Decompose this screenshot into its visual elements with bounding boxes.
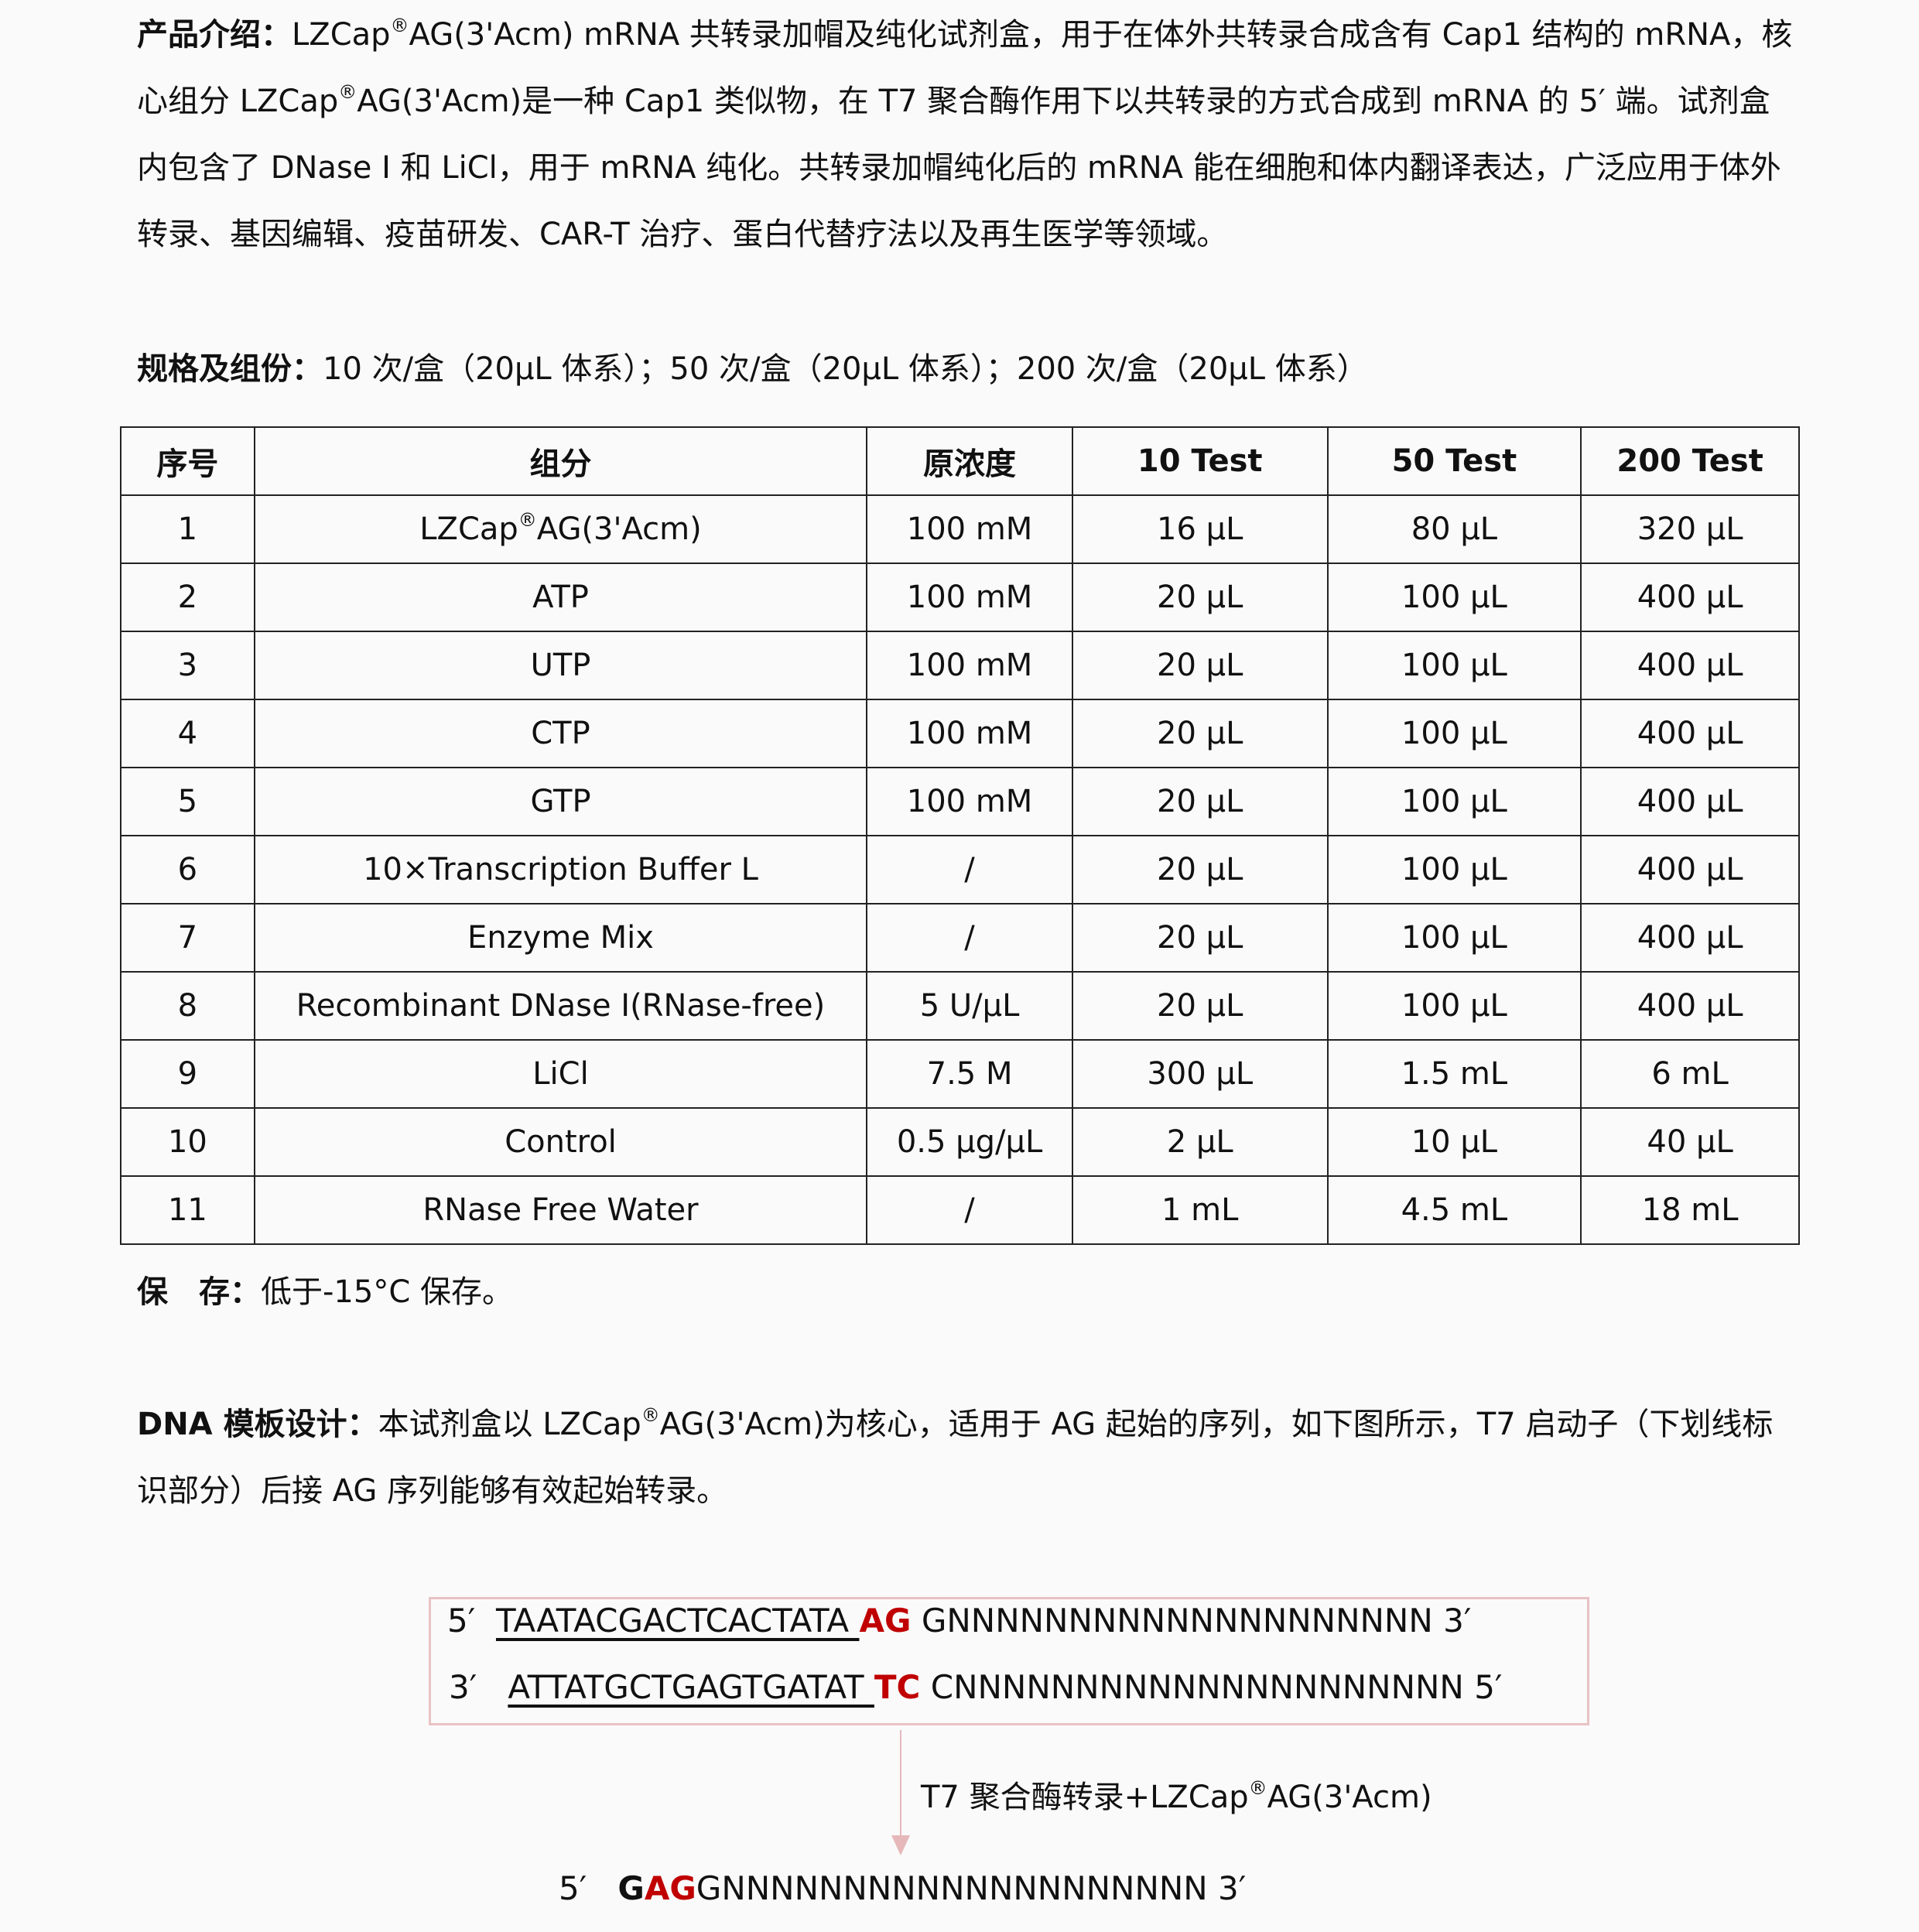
table-cell: 7: [120, 903, 255, 973]
table-cell: /: [866, 1175, 1073, 1245]
table-cell: 320 μL: [1580, 494, 1800, 564]
table-row: 8 Recombinant DNase I(RNase-free) 5 U/μL 20…: [120, 971, 1800, 1041]
table-cell: 400 μL: [1580, 563, 1800, 632]
column-header: 50 Test: [1326, 426, 1582, 496]
table-cell: 100 μL: [1326, 631, 1582, 700]
arrow-down-icon: [891, 1835, 910, 1855]
table-cell: 6 mL: [1580, 1039, 1800, 1109]
table-cell: 20 μL: [1071, 835, 1329, 904]
intro-paragraph: 产品介绍：LZCap®AG(3'Acm) mRNA 共转录加帽及纯化试剂盒，用于…: [137, 15, 1793, 252]
dna-template-box: [429, 1597, 1589, 1725]
table-row: 2 ATP 100 mM 20 μL 100 μL 400 μL: [120, 563, 1800, 632]
components-table: 序号 组分 原浓度 10 Test 50 Test 200 Test 1 LZCap®AG(…: [120, 426, 1800, 1245]
table-cell: RNase Free Water: [253, 1175, 868, 1245]
table-cell: 100 μL: [1326, 699, 1582, 768]
column-header: 200 Test: [1580, 426, 1800, 496]
table-cell: 1 mL: [1071, 1175, 1329, 1245]
table-cell: 1: [120, 494, 255, 564]
table-cell: 20 μL: [1071, 767, 1329, 836]
table-cell: 100 μL: [1326, 767, 1582, 836]
spec-paragraph: 规格及组份：10 次/盒（20μL 体系）；50 次/盒（20μL 体系）；20…: [137, 351, 1368, 387]
table-cell: GTP: [253, 767, 868, 836]
table-cell: 3: [120, 631, 255, 700]
table-cell: 2: [120, 563, 255, 632]
table-cell: ATP: [253, 563, 868, 632]
table-cell: 8: [120, 971, 255, 1041]
table-cell: CTP: [253, 699, 868, 768]
arrow-shaft: [900, 1730, 901, 1838]
dna-design-paragraph: DNA 模板设计：本试剂盒以 LZCap®AG(3'Acm)为核心，适用于 AG…: [137, 1404, 1774, 1509]
table-cell: 100 μL: [1326, 971, 1582, 1041]
table-cell: 100 mM: [866, 767, 1073, 836]
intro-label: 产品介绍：: [137, 17, 292, 53]
table-cell: 10×Transcription Buffer L: [253, 835, 868, 904]
table-cell: 80 μL: [1326, 494, 1582, 564]
table-row: 11 RNase Free Water/1 mL 4.5 mL 18 mL: [120, 1175, 1800, 1245]
table-cell: Recombinant DNase I(RNase-free): [253, 971, 868, 1041]
table-cell: 10: [120, 1107, 255, 1177]
table-cell: UTP: [253, 631, 868, 700]
table-cell: 400 μL: [1580, 903, 1800, 973]
column-header: 原浓度: [866, 426, 1073, 496]
table-cell: 18 mL: [1580, 1175, 1800, 1245]
table-row: 3 UTP 100 mM 20 μL 100 μL 400 μL: [120, 631, 1800, 700]
table-cell: 9: [120, 1039, 255, 1109]
table-cell: 400 μL: [1580, 971, 1800, 1041]
table-cell: 100 mM: [866, 699, 1073, 768]
table-row: 6 10×Transcription Buffer L/20 μL 100 μL 40…: [120, 835, 1800, 904]
table-cell: 20 μL: [1071, 903, 1329, 973]
table-row: 4 CTP 100 mM 20 μL 100 μL 400 μL: [120, 699, 1800, 768]
column-header: 10 Test: [1071, 426, 1329, 496]
table-cell: /: [866, 835, 1073, 904]
table-cell: 400 μL: [1580, 767, 1800, 836]
table-cell: 4: [120, 699, 255, 768]
table-cell: 20 μL: [1071, 699, 1329, 768]
table-cell: Enzyme Mix: [253, 903, 868, 973]
table-cell: 100 μL: [1326, 563, 1582, 632]
table-cell: LiCl: [253, 1039, 868, 1109]
column-header: 组分: [253, 426, 868, 496]
table-cell: /: [866, 903, 1073, 973]
reaction-label: T7 聚合酶转录+LZCap®AG(3'Acm): [921, 1777, 1432, 1815]
table-cell: 4.5 mL: [1326, 1175, 1582, 1245]
table-cell: LZCap®AG(3'Acm): [253, 494, 868, 564]
table-cell: 0.5 μg/μL: [866, 1107, 1073, 1177]
table-cell: 400 μL: [1580, 699, 1800, 768]
table-row: 5 GTP 100 mM 20 μL 100 μL 400 μL: [120, 767, 1800, 836]
table-cell: 10 μL: [1326, 1107, 1582, 1177]
top-strand: 5′ TAATACGACTCACTATA AG GNNNNNNNNNNNNNNN…: [447, 1602, 1472, 1640]
product-strand: 5′ GAGGNNNNNNNNNNNNNNNNNNNN 3′: [559, 1869, 1247, 1907]
table-cell: 11: [120, 1175, 255, 1245]
table-cell: 5 U/μL: [866, 971, 1073, 1041]
table-cell: Control: [253, 1107, 868, 1177]
table-header-row: 序号 组分 原浓度 10 Test 50 Test 200 Test: [120, 426, 1800, 496]
table-cell: 100 mM: [866, 563, 1073, 632]
table-cell: 1.5 mL: [1326, 1039, 1582, 1109]
table-cell: 5: [120, 767, 255, 836]
table-cell: 20 μL: [1071, 563, 1329, 632]
table-cell: 100 μL: [1326, 903, 1582, 973]
table-cell: 40 μL: [1580, 1107, 1800, 1177]
table-row: 10 Control 0.5 μg/μL 2 μL 10 μL 40 μL: [120, 1107, 1800, 1177]
table-cell: 16 μL: [1071, 494, 1329, 564]
table-cell: 100 mM: [866, 494, 1073, 564]
table-cell: 6: [120, 835, 255, 904]
table-cell: 100 mM: [866, 631, 1073, 700]
storage-paragraph: 保 存：低于-15°C 保存。: [137, 1274, 513, 1310]
table-cell: 20 μL: [1071, 971, 1329, 1041]
table-cell: 2 μL: [1071, 1107, 1329, 1177]
table-cell: 100 μL: [1326, 835, 1582, 904]
table-row: 1 LZCap®AG(3'Acm) 100 mM 16 μL 80 μL 320 μL: [120, 494, 1800, 564]
table-row: 7 Enzyme Mix/20 μL 100 μL 400 μL: [120, 903, 1800, 973]
table-cell: 300 μL: [1071, 1039, 1329, 1109]
bottom-strand: 3′ ATTATGCTGAGTGATAT TC CNNNNNNNNNNNNNNN…: [449, 1668, 1503, 1706]
table-row: 9 LiCl 7.5 M 300 μL 1.5 mL 6 mL: [120, 1039, 1800, 1109]
table-cell: 7.5 M: [866, 1039, 1073, 1109]
table-cell: 400 μL: [1580, 835, 1800, 904]
column-header: 序号: [120, 426, 255, 496]
table-cell: 400 μL: [1580, 631, 1800, 700]
table-cell: 20 μL: [1071, 631, 1329, 700]
